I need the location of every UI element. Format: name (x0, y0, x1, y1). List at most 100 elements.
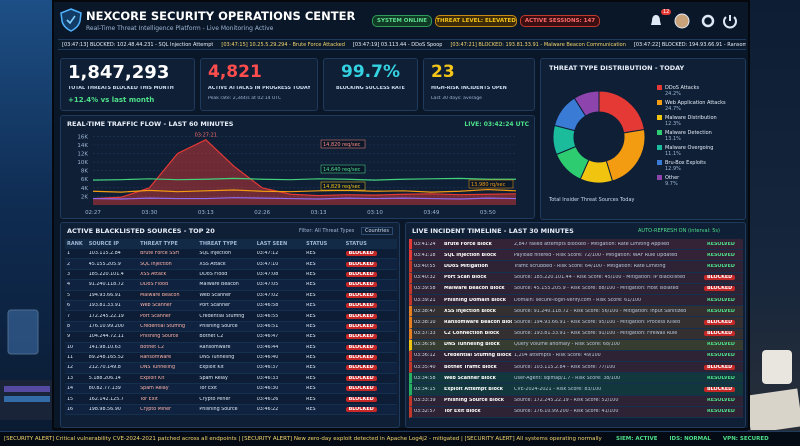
event-detail: CVE-2024-2021 - Risk Score: 83/100 (514, 387, 602, 393)
table-cell: Brute Force SSH (140, 251, 179, 257)
legend-value: 12.3% (665, 121, 681, 127)
legend-swatch (657, 130, 662, 135)
table-cell: 172.245.22.19 (88, 313, 124, 319)
table-cell: RES (306, 386, 316, 392)
column-header: STATUS (345, 241, 367, 247)
legend-swatch (657, 160, 662, 165)
timeline-row: 03:38:47 XSS Injection Block Source: 91.24… (409, 306, 743, 318)
table-cell: 13 (67, 375, 74, 381)
table-cell: 4 (67, 282, 71, 288)
legend-value: 11.1% (665, 151, 681, 157)
event-time: 03:37:33 (414, 331, 436, 337)
series-line (92, 197, 517, 200)
event-name: Exploit Attempt Block (444, 387, 503, 393)
table-cell: Crypto Miner (140, 407, 172, 413)
table-cell: 10 (67, 344, 74, 350)
table-row: 1 103.115.2.84 Brute Force SSH SQL Injectio… (65, 249, 397, 260)
table-cell: Exploit Kit (199, 365, 224, 371)
series-line (92, 139, 517, 200)
event-name: Malware Beacon Block (444, 286, 505, 292)
table-cell: 198.98.56.90 (88, 407, 121, 413)
timeline-row: 03:38:10 Ransomware Beacon Block Source: 1… (409, 317, 743, 329)
table-row: 6 193.81.33.91 Web Scanner Port Scanner 03:4… (65, 300, 397, 312)
y-tick-label: 4K (81, 186, 88, 192)
status-badge: BLOCKED (345, 344, 377, 350)
notification-count: 12 (661, 9, 672, 15)
table-cell: 194.93.66.91 (88, 292, 121, 298)
footer-ticker: [SECURITY ALERT] Critical vulnerability … (0, 431, 800, 446)
table-cell: 14 (67, 386, 74, 392)
table-cell: 03:46:22 (256, 407, 279, 413)
table-cell: Port Scanner (140, 313, 171, 319)
event-status-cell: RESOLVED (702, 298, 742, 303)
chart-subtitle: Total Insider Threat Sources Today (548, 197, 635, 203)
table-cell: Ransomware (199, 344, 231, 350)
series-line (92, 177, 516, 181)
table-cell: 15 (67, 396, 74, 402)
event-status: BLOCKED (704, 331, 736, 337)
kpi-label: TOTAL THREATS BLOCKED THIS MONTH (68, 86, 174, 91)
table-cell: BLOCKED (344, 303, 397, 309)
x-tick-label: 03:13 (311, 210, 327, 216)
table-cell: BLOCKED (344, 407, 397, 413)
table-cell: BLOCKED (344, 355, 397, 361)
avatar[interactable] (674, 13, 690, 29)
event-status: RESOLVED (707, 353, 735, 359)
shield-icon (60, 8, 82, 32)
table-cell: 104.244.72.11 (88, 334, 124, 340)
legend-value: 24.7% (665, 106, 681, 112)
table-cell: 8 (67, 323, 71, 329)
y-tick-label: 16K (77, 134, 88, 140)
legend-label: Malware Overgoing (665, 145, 713, 151)
status-badge: BLOCKED (345, 365, 377, 371)
event-status-cell: RESOLVED (702, 398, 742, 403)
table-cell: 03:47:02 (256, 292, 279, 298)
table-cell: 03:46:44 (256, 344, 279, 350)
legend-value: 24.2% (665, 91, 681, 97)
event-detail: Payload filtered - Risk Score: 72/100 - … (514, 252, 678, 258)
bell-icon[interactable] (651, 15, 661, 25)
pie-slice (605, 128, 646, 182)
annotation: 13,980 rq/sec (471, 182, 506, 188)
table-row: 8 176.10.99.200 Credential Stuffing Phishin… (65, 321, 397, 333)
chart-title: REAL-TIME TRAFFIC FLOW - LAST 60 MINUTES (67, 120, 234, 128)
table-cell: XSS Attack (199, 261, 226, 267)
live-label: LIVE: 03:42:24 UTC (464, 121, 529, 128)
status-badge: BLOCKED (345, 282, 377, 288)
refresh-label: AUTO-REFRESH ON (interval: 5s) (638, 228, 720, 234)
event-time: 03:36:56 (414, 342, 436, 348)
table-cell: SQL Injection (140, 261, 172, 267)
table-cell: Phishing Source (199, 407, 238, 413)
event-name: DDoS Mitigation (444, 263, 489, 269)
event-name: XSS Injection Block (444, 308, 496, 314)
power-icon[interactable] (723, 15, 737, 29)
kpi-value: 99.7% (341, 62, 400, 82)
kpi-card: 1,847,293 TOTAL THREATS BLOCKED THIS MONT… (60, 58, 195, 111)
y-tick-label: 14K (77, 143, 88, 149)
series-area (93, 139, 516, 205)
event-status-cell: BLOCKED (702, 387, 742, 393)
table-cell: BLOCKED (344, 334, 397, 340)
status-badge: BLOCKED (345, 355, 377, 361)
footer-status: IDS: NORMAL (669, 436, 711, 442)
event-time: 03:41:18 (414, 252, 436, 258)
table-row: 16 198.98.56.90 Crypto Miner Phishing Sourc… (65, 404, 397, 416)
settings-icon[interactable] (701, 14, 715, 28)
legend-swatch (657, 85, 662, 90)
event-status: RESOLVED (707, 398, 735, 404)
event-status: RESOLVED (707, 342, 735, 348)
annotation-box (320, 139, 366, 149)
legend-value: 9.7% (665, 181, 678, 187)
table-cell: 03:46:33 (256, 375, 279, 381)
table-cell: 03:46:26 (256, 396, 279, 402)
event-name: SQL Injection Block (444, 252, 497, 258)
table-cell: BLOCKED (344, 313, 397, 319)
table-cell: RES (306, 313, 316, 319)
threat-chart: THREAT TYPE DISTRIBUTION - TODAY DDoS Att… (548, 64, 726, 203)
legend-value: 12.9% (665, 166, 681, 172)
header-title: NEXCORE SECURITY OPERATIONS CENTER (86, 9, 356, 23)
table-cell: BLOCKED (344, 344, 397, 350)
event-status: RESOLVED (707, 297, 735, 303)
status-badge: BLOCKED (345, 396, 377, 402)
event-time: 03:35:40 (414, 364, 436, 370)
